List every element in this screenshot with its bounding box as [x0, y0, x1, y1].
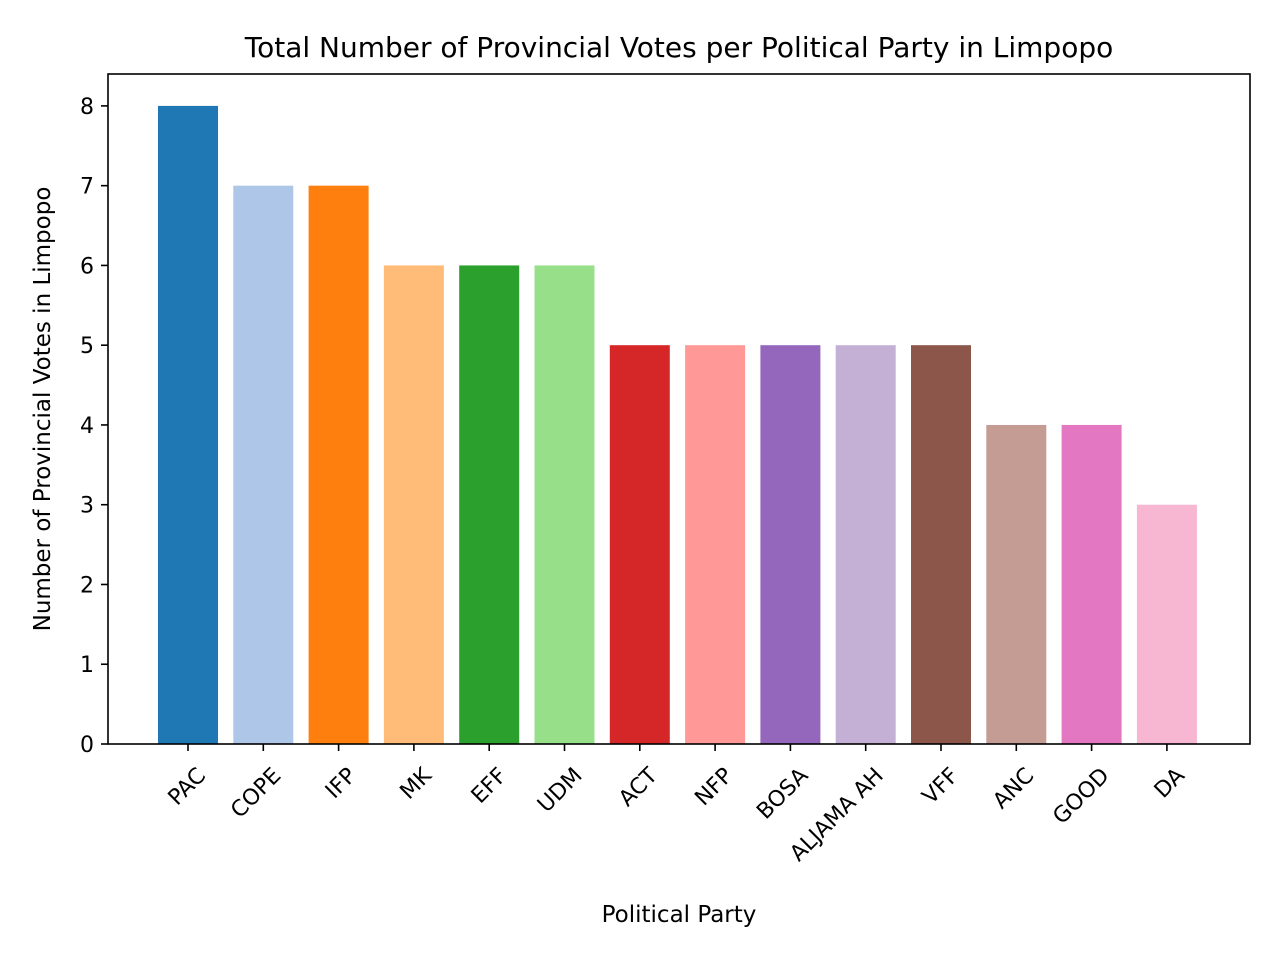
x-tick-label: UDM: [533, 763, 587, 817]
x-axis-label: Political Party: [602, 902, 757, 928]
bar-da: [1136, 504, 1197, 744]
bar-anc: [986, 424, 1047, 744]
x-tick-label: MK: [396, 763, 438, 805]
y-axis: 0 1 2 3 4 5 6 7 8: [80, 95, 108, 758]
x-tick-label: COPE: [226, 763, 286, 823]
y-tick-label: 6: [80, 254, 94, 279]
y-tick-label: 2: [80, 573, 94, 598]
x-tick-label: GOOD: [1048, 763, 1114, 829]
plot-frame: [107, 73, 1251, 745]
x-tick-label: VFF: [918, 763, 964, 809]
bar-ifp: [308, 185, 369, 744]
x-tick-label: DA: [1150, 763, 1190, 803]
bar-pac: [158, 105, 218, 744]
x-tick-label: BOSA: [752, 763, 813, 824]
x-tick-label: IFP: [321, 763, 362, 804]
bar-eff: [459, 265, 520, 744]
bars: [158, 105, 1197, 744]
bar-good: [1061, 424, 1122, 744]
y-tick-label: 0: [80, 733, 94, 758]
x-tick-label: PAC: [164, 763, 211, 810]
y-axis-label: Number of Provincial Votes in Limpopo: [30, 187, 56, 632]
bar-aljama-ah: [835, 345, 896, 744]
bar-bosa: [760, 345, 821, 744]
bar-nfp: [685, 345, 746, 744]
y-tick-label: 4: [80, 414, 94, 439]
x-tick-label: EFF: [467, 763, 512, 808]
bar-vff: [911, 345, 971, 744]
x-tick-label: ANC: [988, 763, 1039, 814]
y-tick-label: 3: [80, 494, 94, 519]
y-tick-label: 1: [80, 653, 94, 678]
x-tick-label: NFP: [690, 763, 738, 811]
bar-cope: [233, 185, 294, 744]
bar-udm: [534, 265, 595, 744]
y-tick-label: 5: [80, 334, 94, 359]
y-tick-label: 8: [80, 95, 94, 120]
bar-mk: [383, 265, 444, 744]
y-tick-label: 7: [80, 175, 94, 200]
chart-title: Total Number of Provincial Votes per Pol…: [244, 31, 1114, 64]
x-tick-label: ACT: [614, 763, 663, 812]
bar-act: [609, 345, 670, 744]
